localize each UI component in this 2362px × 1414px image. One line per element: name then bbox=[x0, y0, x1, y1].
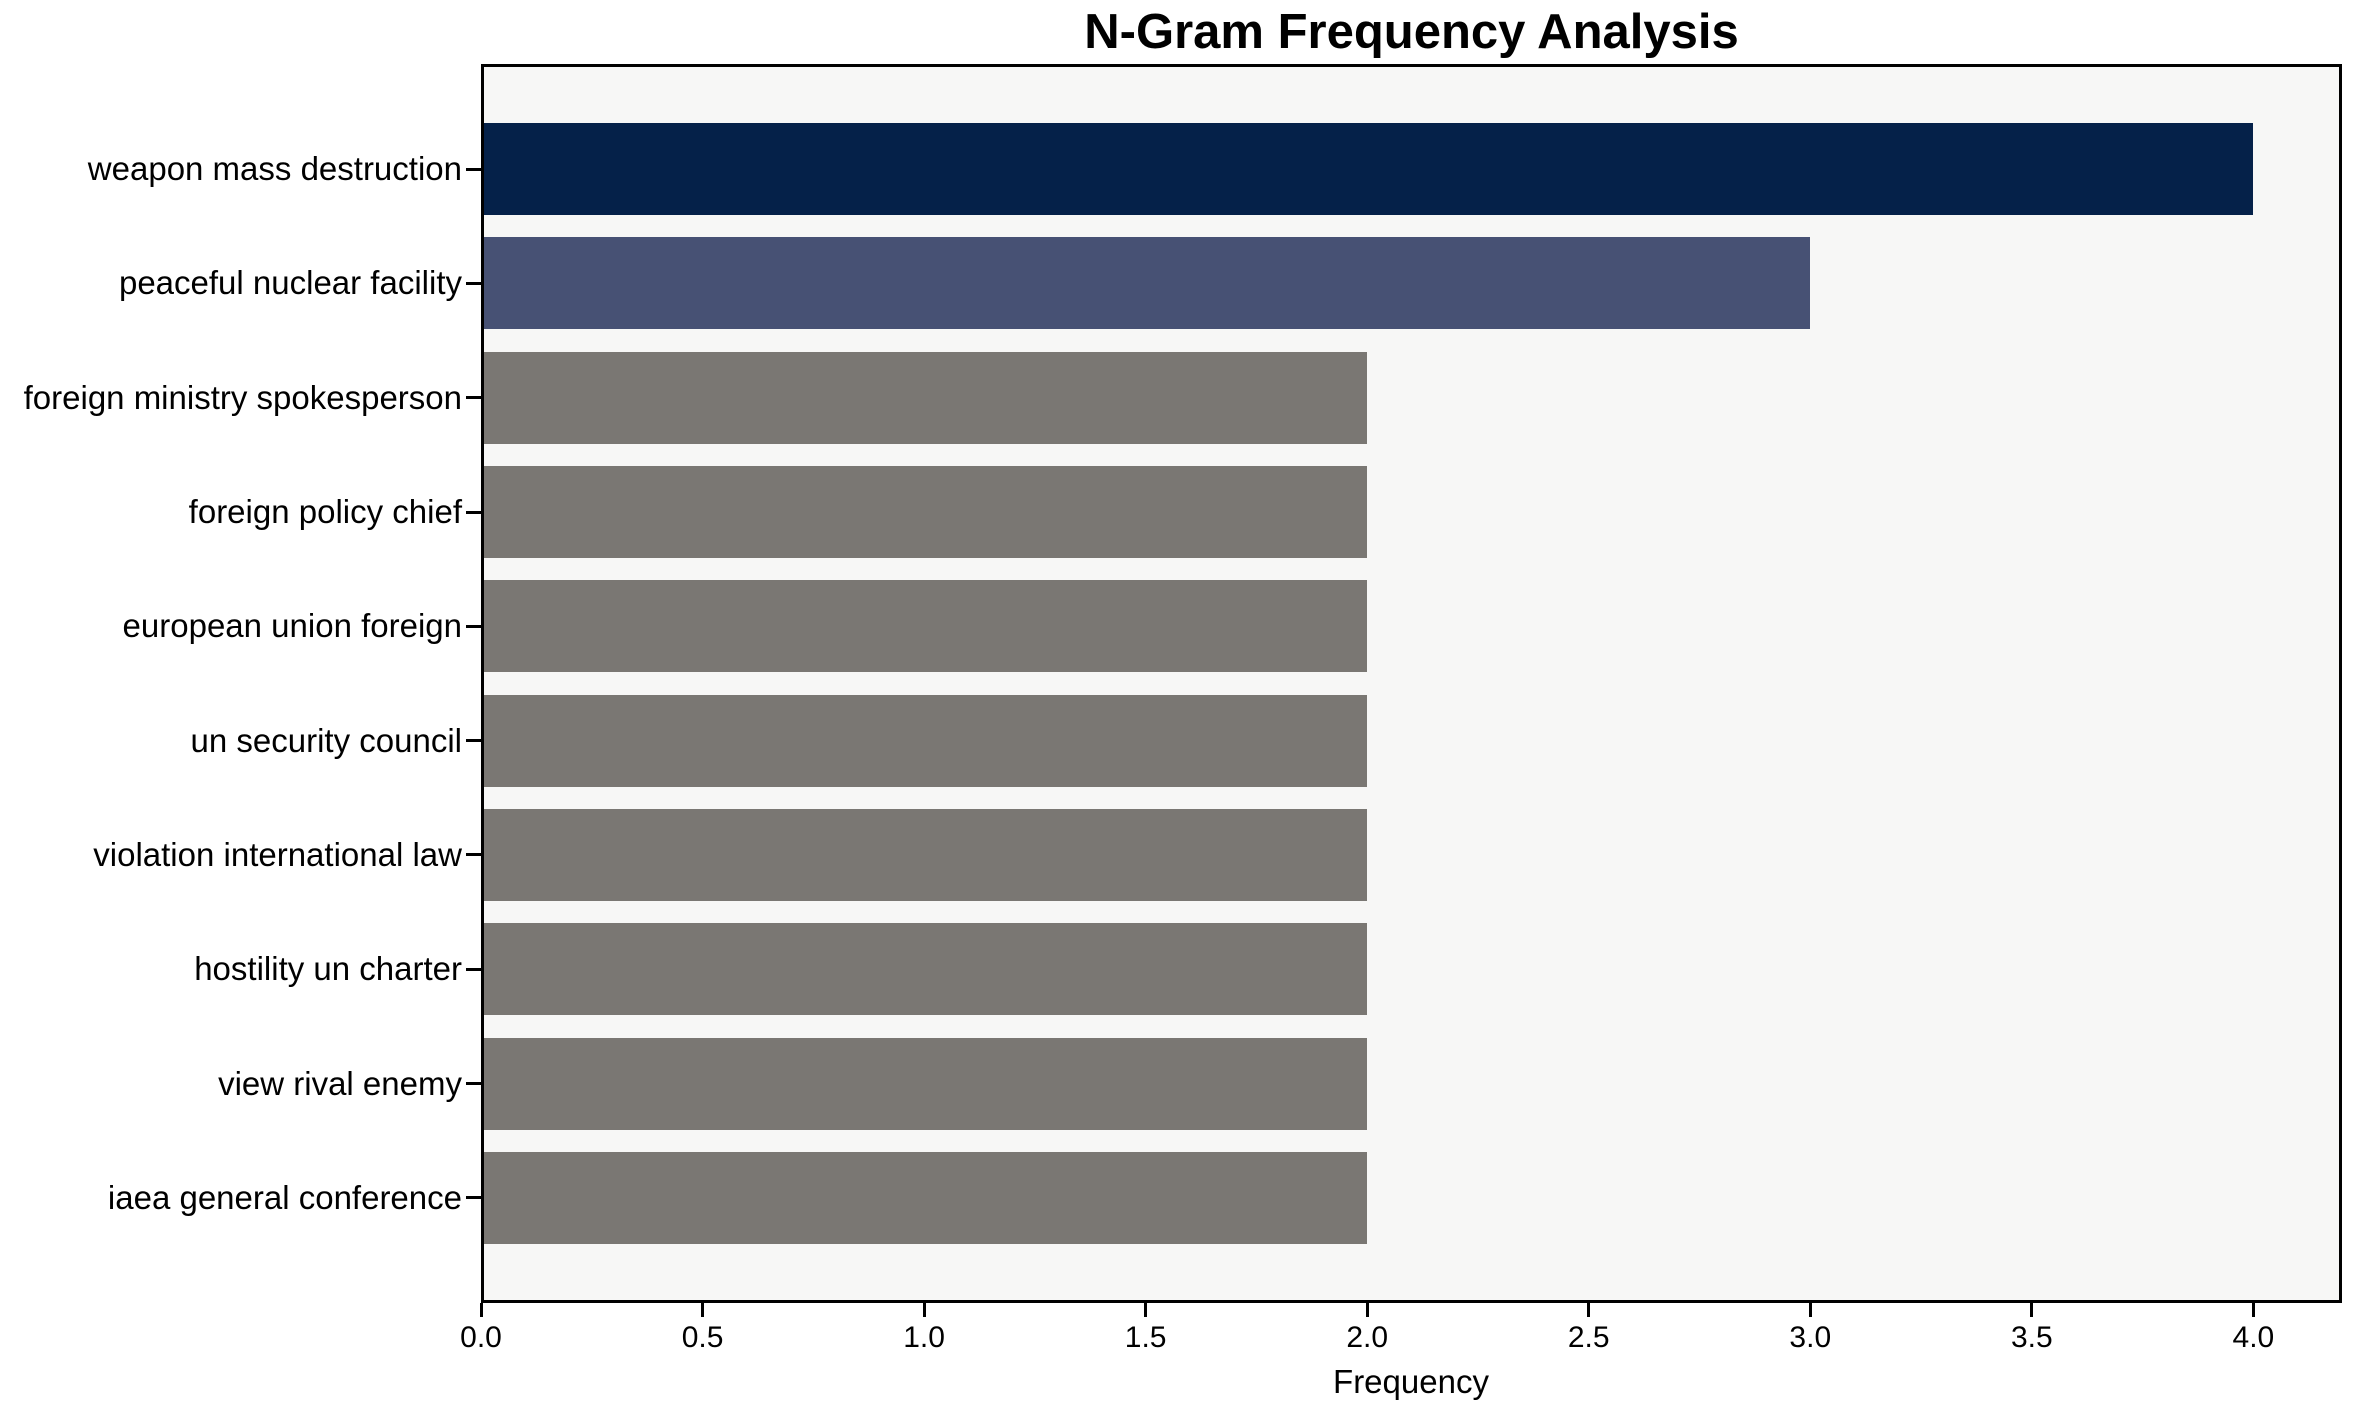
x-tick-label: 2.5 bbox=[1567, 1321, 1610, 1354]
y-tick-mark bbox=[466, 510, 481, 514]
x-tick-mark bbox=[1144, 1303, 1148, 1317]
y-tick-label: violation international law bbox=[93, 835, 462, 873]
y-tick-label: iaea general conference bbox=[107, 1178, 462, 1216]
x-tick-label: 1.0 bbox=[903, 1321, 945, 1354]
y-tick-mark bbox=[466, 1196, 481, 1200]
y-tick-mark bbox=[466, 739, 481, 743]
y-tick-label: view rival enemy bbox=[218, 1064, 462, 1102]
y-tick-label: weapon mass destruction bbox=[87, 150, 462, 188]
x-tick-mark bbox=[701, 1303, 705, 1317]
x-tick-label: 0.0 bbox=[460, 1321, 502, 1354]
y-tick-mark bbox=[466, 967, 481, 971]
y-tick-mark bbox=[466, 1082, 481, 1086]
bar bbox=[481, 580, 1368, 673]
x-tick-label: 3.5 bbox=[2010, 1321, 2053, 1354]
x-tick-mark bbox=[1587, 1303, 1591, 1317]
y-tick-mark bbox=[466, 281, 481, 285]
y-tick-label: hostility un charter bbox=[194, 950, 462, 988]
bar bbox=[481, 237, 1811, 330]
bar bbox=[481, 466, 1368, 559]
bar bbox=[481, 1151, 1368, 1244]
bar bbox=[481, 694, 1368, 787]
x-tick-mark bbox=[922, 1303, 926, 1317]
y-tick-label: un security council bbox=[190, 721, 462, 759]
x-tick-mark bbox=[479, 1303, 483, 1317]
x-tick-label: 2.0 bbox=[1346, 1321, 1389, 1354]
x-tick-mark bbox=[1808, 1303, 1812, 1317]
bar bbox=[481, 123, 2254, 216]
x-tick-mark bbox=[1365, 1303, 1369, 1317]
y-tick-mark bbox=[466, 396, 481, 400]
y-tick-label: foreign ministry spokesperson bbox=[23, 378, 462, 416]
x-tick-label: 4.0 bbox=[2232, 1321, 2275, 1354]
x-tick-mark bbox=[2251, 1303, 2255, 1317]
x-tick-mark bbox=[2030, 1303, 2034, 1317]
x-tick-label: 0.5 bbox=[681, 1321, 724, 1354]
y-tick-label: peaceful nuclear facility bbox=[118, 264, 462, 302]
bar bbox=[481, 923, 1368, 1016]
y-tick-mark bbox=[466, 624, 481, 628]
chart-title: N-Gram Frequency Analysis bbox=[1084, 5, 1739, 59]
bar bbox=[481, 808, 1368, 901]
y-tick-mark bbox=[466, 853, 481, 857]
y-tick-label: foreign policy chief bbox=[188, 493, 462, 531]
bar bbox=[481, 351, 1368, 444]
x-tick-label: 3.0 bbox=[1789, 1321, 1832, 1354]
x-tick-label: 1.5 bbox=[1124, 1321, 1167, 1354]
bar bbox=[481, 1037, 1368, 1130]
y-tick-mark bbox=[466, 167, 481, 171]
x-axis-label: Frequency bbox=[1333, 1363, 1489, 1400]
y-tick-label: european union foreign bbox=[122, 607, 462, 645]
